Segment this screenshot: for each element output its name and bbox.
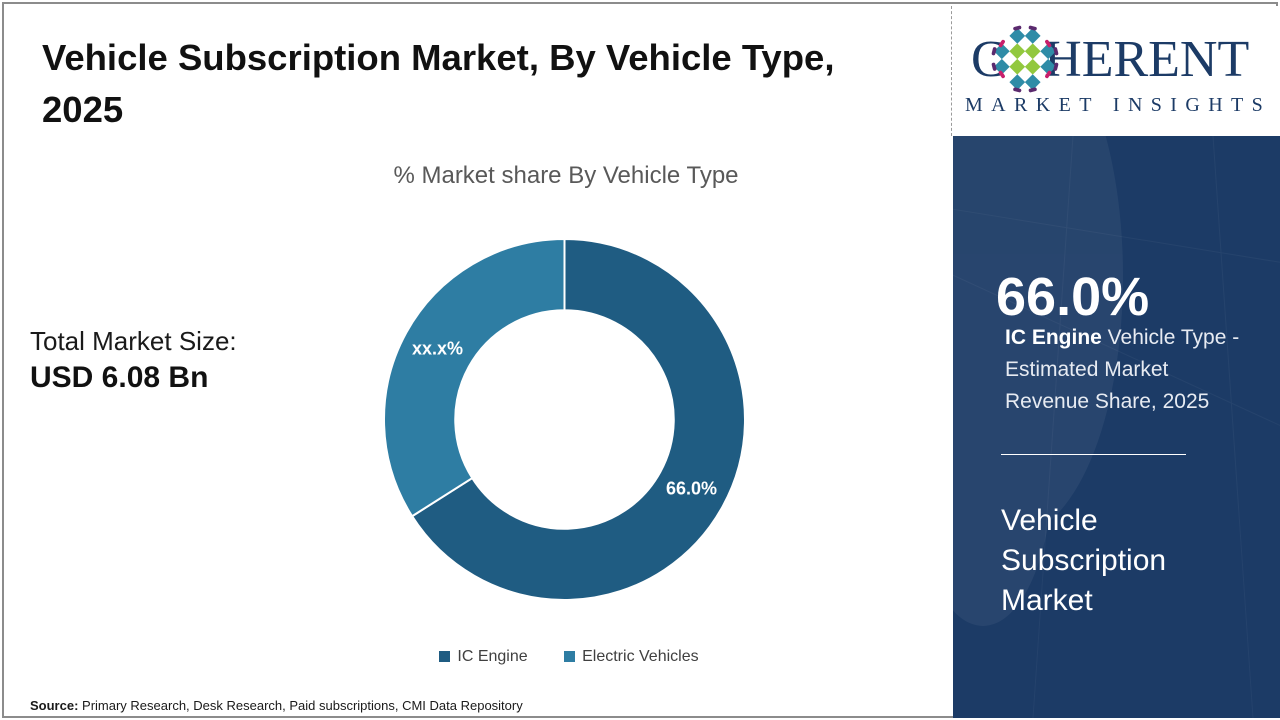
svg-text:xx.x%: xx.x% [412,339,463,359]
svg-text:66.0%: 66.0% [666,478,717,498]
